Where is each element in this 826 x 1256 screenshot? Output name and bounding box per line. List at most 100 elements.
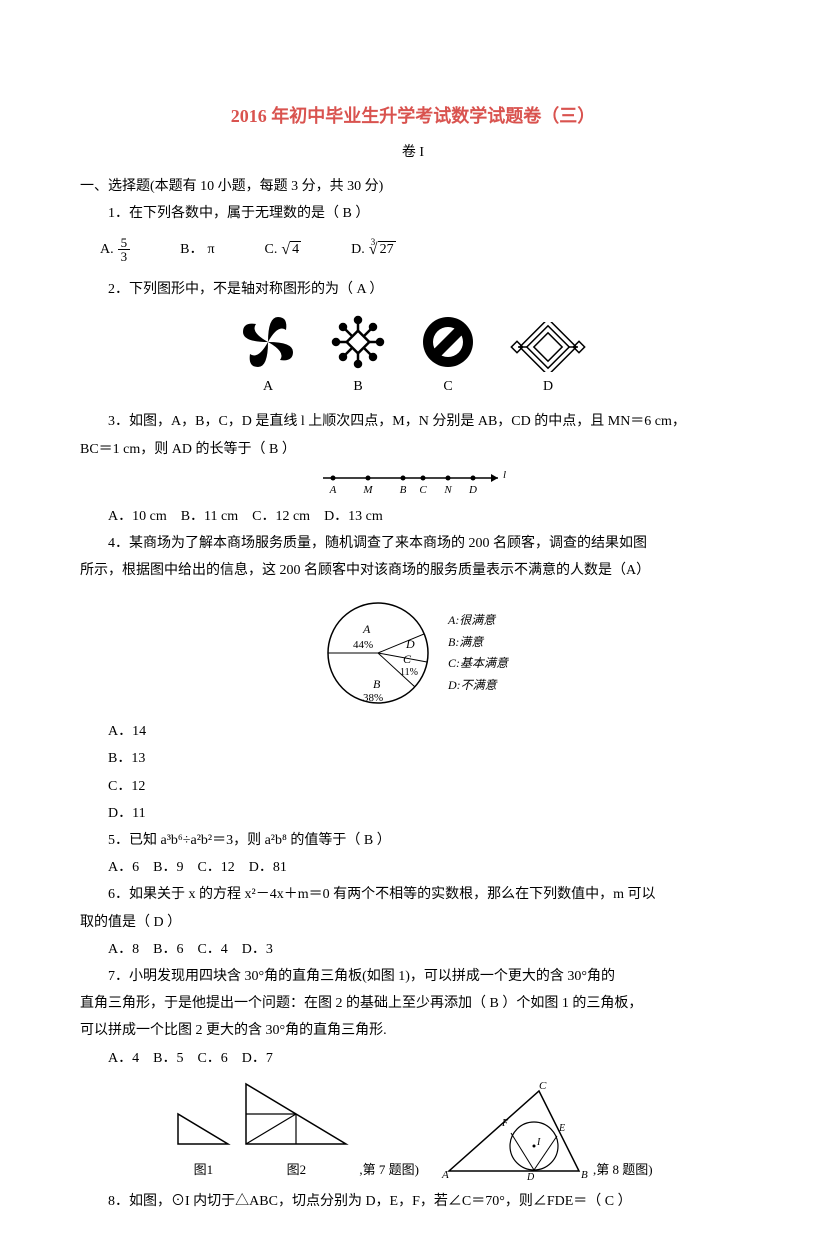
q4-line2: 所示，根据图中给出的信息，这 200 名顾客中对该商场的服务质量表示不满意的人数…	[80, 558, 746, 583]
incircle-triangle-icon: I A B C D E F	[439, 1081, 589, 1181]
q7-q8-figures: 图1 图2 ,第 7 题图) I A B C D E F	[80, 1079, 746, 1182]
cuberoot-27: 3 27	[369, 241, 396, 259]
q4-answer: A	[626, 563, 636, 578]
chinese-knot-icon	[508, 322, 588, 372]
q2-answer: A	[353, 282, 369, 297]
frac-den: 3	[118, 250, 131, 263]
q7-line2: 直角三角形，于是他提出一个问题：在图 2 的基础上至少再添加（ B ）个如图 1…	[80, 991, 746, 1016]
q1-optD: D. 3 27	[351, 237, 395, 262]
q5-text: 5．已知 a³b⁶÷a²b²＝3，则 a²b⁸ 的值等于（ B ）	[80, 828, 746, 853]
q3-line2: BC＝1 cm，则 AD 的长等于（ B ）	[80, 437, 746, 462]
triangle-composite-icon	[241, 1079, 351, 1149]
q8-answer: C	[601, 1194, 617, 1209]
q6-answer: D	[150, 915, 167, 930]
svg-text:C: C	[403, 652, 412, 666]
q5-close: ）	[377, 833, 391, 848]
q7-answer: B	[486, 996, 502, 1011]
svg-text:38%: 38%	[363, 692, 383, 704]
svg-text:E: E	[558, 1123, 565, 1134]
optB-label: B．	[180, 237, 203, 262]
q6-line2: 取的值是（ D ）	[80, 910, 746, 935]
q4-l2-text: 所示，根据图中给出的信息，这 200 名顾客中对该商场的服务质量表示不满意的人数…	[80, 563, 626, 578]
q7-figures: 图1 图2 ,第 7 题图)	[173, 1079, 419, 1182]
exam-title: 2016 年初中毕业生升学考试数学试题卷（三）	[80, 100, 746, 132]
q2-shapes: A B C	[80, 312, 746, 399]
q1-answer: B	[339, 206, 355, 221]
q7-close: ）个如图 1 的三角板，	[502, 996, 642, 1011]
svg-text:C: C	[539, 1081, 547, 1092]
q8-close: ）	[618, 1194, 632, 1209]
triangle-small-icon	[173, 1104, 233, 1149]
root-index: 3	[371, 234, 376, 250]
q4-line1: 4．某商场为了解本商场服务质量，随机调查了来本商场的 200 名顾客，调查的结果…	[80, 531, 746, 556]
q6-l2-text: 取的值是（	[80, 915, 150, 930]
q8-figure: I A B C D E F ,第 8 题图)	[439, 1081, 653, 1181]
fig8-caption: ,第 8 题图)	[593, 1158, 653, 1181]
q4-figure: A 44% D C 11% B 38% A:很满意 B:满意 C:基本满意 D:…	[80, 593, 746, 713]
shape-B: B	[328, 312, 388, 399]
legend-D: D:不满意	[448, 675, 508, 697]
svg-text:D: D	[405, 637, 415, 651]
optA-label: A.	[100, 237, 114, 262]
svg-text:B: B	[581, 1169, 588, 1181]
svg-text:B: B	[400, 484, 407, 496]
label-D: D	[543, 374, 553, 399]
q4-optD: D．11	[80, 801, 746, 826]
q3-l2-text: BC＝1 cm，则 AD 的长等于（	[80, 442, 266, 457]
q4-optC: C．12	[80, 774, 746, 799]
svg-text:l: l	[503, 469, 506, 481]
fig2-label: 图2	[241, 1158, 351, 1181]
svg-text:C: C	[419, 484, 427, 496]
label-B: B	[353, 374, 362, 399]
svg-text:44%: 44%	[353, 639, 373, 651]
sqrt-4: 4	[281, 241, 301, 259]
q1-close: ）	[355, 206, 369, 221]
q6-close: ）	[167, 915, 181, 930]
q1-stem: 1．在下列各数中，属于无理数的是（	[108, 206, 339, 221]
q3-figure: A M B C N D l	[80, 468, 746, 498]
q4-optB: B．13	[80, 746, 746, 771]
fraction-5-3: 5 3	[118, 236, 131, 263]
label-C: C	[443, 374, 452, 399]
section-header: 一、选择题(本题有 10 小题，每题 3 分，共 30 分)	[80, 174, 746, 199]
q2-close: ）	[369, 282, 383, 297]
pinwheel-icon	[238, 312, 298, 372]
q7-l2-text: 直角三角形，于是他提出一个问题：在图 2 的基础上至少再添加（	[80, 996, 486, 1011]
pie-chart-icon: A 44% D C 11% B 38%	[318, 593, 438, 713]
svg-text:D: D	[526, 1172, 535, 1181]
numberline-icon: A M B C N D l	[313, 468, 513, 498]
frac-num: 5	[118, 236, 131, 250]
q3-line1: 3．如图，A，B，C，D 是直线 l 上顺次四点，M，N 分别是 AB，CD 的…	[80, 409, 746, 434]
q8-text: 8．如图，⊙I 内切于△ABC，切点分别为 D，E，F，若∠C＝70°，则∠FD…	[80, 1189, 746, 1214]
svg-text:11%: 11%	[400, 667, 418, 678]
optC-label: C.	[265, 237, 278, 262]
radicand: 27	[378, 241, 396, 259]
q6-options: A．8 B．6 C．4 D．3	[80, 937, 746, 962]
svg-text:I: I	[536, 1137, 541, 1148]
legend-C: C:基本满意	[448, 653, 508, 675]
legend-A: A:很满意	[448, 610, 508, 632]
q5-answer: B	[360, 833, 376, 848]
svg-text:B: B	[373, 677, 381, 691]
exam-subtitle: 卷 I	[80, 140, 746, 165]
svg-text:F: F	[501, 1118, 509, 1129]
fig1-box: 图1	[173, 1104, 233, 1182]
svg-text:N: N	[443, 484, 452, 496]
no-entry-icon	[418, 312, 478, 372]
fig1-label: 图1	[173, 1158, 233, 1181]
q4-optA: A．14	[80, 719, 746, 744]
svg-text:D: D	[468, 484, 477, 496]
q1-text: 1．在下列各数中，属于无理数的是（ B ）	[80, 201, 746, 226]
svg-text:A: A	[441, 1169, 449, 1181]
svg-text:A: A	[362, 622, 371, 636]
q8-stem: 8．如图，⊙I 内切于△ABC，切点分别为 D，E，F，若∠C＝70°，则∠FD…	[108, 1194, 601, 1209]
optB-val: π	[207, 237, 214, 262]
optD-label: D.	[351, 237, 365, 262]
q7-line3: 可以拼成一个比图 2 更大的含 30°角的直角三角形.	[80, 1018, 746, 1043]
q6-line1: 6．如果关于 x 的方程 x²－4x＋m＝0 有两个不相等的实数根，那么在下列数…	[80, 882, 746, 907]
q5-stem: 5．已知 a³b⁶÷a²b²＝3，则 a²b⁸ 的值等于（	[108, 833, 360, 848]
shape-A: A	[238, 312, 298, 399]
q2-text: 2．下列图形中，不是轴对称图形的为（ A ）	[80, 277, 746, 302]
legend-B: B:满意	[448, 632, 508, 654]
svg-text:M: M	[362, 484, 373, 496]
